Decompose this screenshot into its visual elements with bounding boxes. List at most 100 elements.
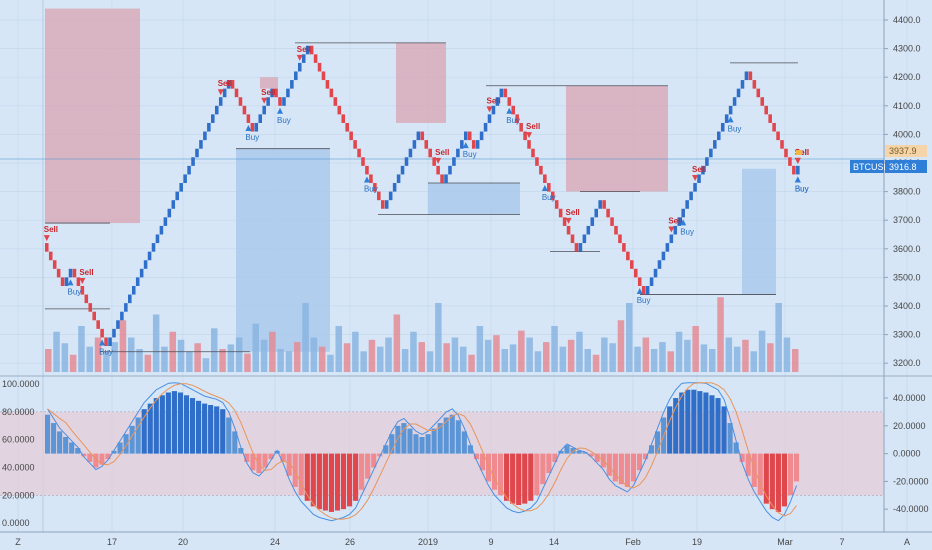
histogram-bar-negative <box>781 453 788 507</box>
volume-bar <box>318 346 326 372</box>
renko-brick-down <box>633 268 638 278</box>
renko-brick-down <box>76 277 81 286</box>
volume-bar <box>426 351 434 372</box>
histogram-bar-negative <box>105 453 111 460</box>
sell-signal-label: Sell <box>692 165 706 174</box>
renko-brick-down <box>56 268 61 278</box>
volume-bar <box>194 343 201 372</box>
time-tick-label: A <box>904 537 910 547</box>
volume-bar <box>767 343 774 372</box>
renko-brick-up <box>452 157 456 166</box>
renko-brick-up <box>689 191 693 201</box>
volume-bar <box>161 346 168 372</box>
volume-bar <box>543 342 550 372</box>
volume-bar <box>310 337 318 372</box>
renko-brick-down <box>535 157 539 166</box>
renko-brick-up <box>408 148 413 158</box>
renko-brick-up <box>464 131 468 141</box>
renko-brick-up <box>693 183 697 192</box>
time-axis[interactable]: Z 17 20 24 26 2019 9 14 Feb 19 Mar 7 A <box>15 537 910 547</box>
histogram-bar-positive <box>703 392 709 454</box>
renko-brick-up <box>392 183 397 192</box>
renko-brick-up <box>685 200 689 209</box>
histogram-bar-positive <box>673 398 679 454</box>
renko-brick-down <box>507 97 512 106</box>
histogram-bar-positive <box>709 395 715 454</box>
buy-signal-label: Buy <box>795 184 809 193</box>
histogram-bar-negative <box>328 453 335 512</box>
buy-signal-label: Buy <box>542 193 556 202</box>
volume-bar <box>335 326 342 372</box>
histogram-bar-positive <box>153 398 159 454</box>
buy-signal-label: Buy <box>728 124 742 133</box>
time-tick-label: 20 <box>178 537 188 547</box>
renko-brick-up <box>586 225 591 235</box>
volume-bar <box>119 320 127 372</box>
renko-brick-down <box>788 157 792 166</box>
renko-brick-up <box>491 105 496 115</box>
buy-signal-label: Buy <box>506 116 520 125</box>
renko-brick-up <box>195 148 199 158</box>
oscillator-right-axis[interactable]: 40.0000 20.0000 0.0000 -20.0000 -40.0000 <box>884 393 929 514</box>
renko-brick-down <box>519 122 523 132</box>
histogram-bar-positive <box>238 448 244 454</box>
histogram-bar-negative <box>485 453 492 482</box>
renko-brick-up <box>187 165 191 175</box>
time-tick-label: 7 <box>839 537 844 547</box>
renko-brick-down <box>309 45 314 55</box>
histogram-bar-negative <box>268 453 274 460</box>
volume-bar <box>626 303 633 372</box>
volume-bar <box>601 337 608 372</box>
volume-bar <box>343 343 351 372</box>
histogram-bar-negative <box>353 453 359 501</box>
histogram-bar-positive <box>419 436 425 454</box>
renko-brick-up <box>653 268 658 278</box>
renko-brick-up <box>139 268 144 278</box>
renko-brick-up <box>222 88 227 98</box>
histogram-bar-positive <box>129 425 135 454</box>
histogram-bar-positive <box>189 398 196 454</box>
renko-brick-up <box>740 80 745 89</box>
volume-bar <box>202 358 210 372</box>
volume-bar <box>684 339 691 372</box>
volume-bar <box>750 351 757 372</box>
renko-brick-down <box>562 217 567 226</box>
volume-bar <box>460 346 467 372</box>
sell-arrow-icon <box>565 217 572 224</box>
sell-signal-label: Sell <box>79 268 93 277</box>
renko-brick-up <box>645 285 650 295</box>
renko-brick-down <box>278 97 282 106</box>
renko-brick-up <box>483 122 488 132</box>
histogram-bar-positive <box>401 423 407 454</box>
volume-bars <box>45 297 799 372</box>
renko-brick-up <box>258 114 263 123</box>
volume-bar <box>235 337 243 372</box>
buy-zone <box>742 168 776 295</box>
renko-brick-up <box>681 208 685 218</box>
secondary-price-label: 3937.9 <box>889 146 917 156</box>
renko-brick-up <box>191 157 195 166</box>
histogram-bar-negative <box>612 453 618 482</box>
histogram-bar-positive <box>159 395 165 454</box>
histogram-bar-positive <box>274 450 280 454</box>
volume-bar <box>128 337 135 372</box>
histogram-bar-positive <box>226 417 232 454</box>
sell-signal-label: Sell <box>218 79 232 88</box>
renko-brick-up <box>701 165 705 175</box>
last-price-tag: BTCUSD 3916.8 <box>850 160 927 173</box>
osc-right-tick-label: -40.0000 <box>893 504 929 514</box>
renko-brick-up <box>744 71 749 81</box>
renko-brick-up <box>179 183 183 192</box>
renko-brick-up <box>384 200 389 209</box>
histogram-bar-positive <box>449 414 455 454</box>
histogram-bar-negative <box>624 453 630 487</box>
volume-bar <box>277 349 284 372</box>
buy-zone <box>428 183 520 215</box>
volume-bar <box>244 353 251 372</box>
renko-brick-down <box>72 268 77 278</box>
renko-brick-down <box>242 105 247 115</box>
histogram-bar-negative <box>298 453 304 496</box>
sell-zone <box>566 85 668 192</box>
buy-signal-label: Buy <box>463 150 477 159</box>
